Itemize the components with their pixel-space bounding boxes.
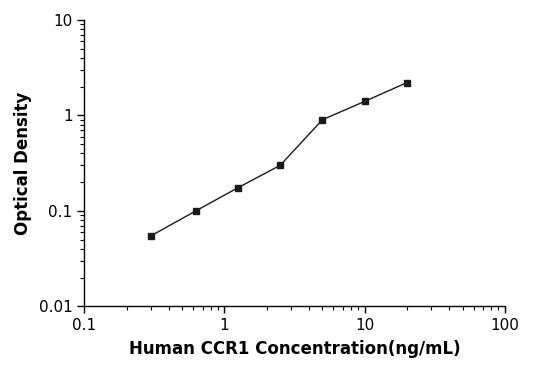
X-axis label: Human CCR1 Concentration(ng/mL): Human CCR1 Concentration(ng/mL) <box>128 340 461 358</box>
Y-axis label: Optical Density: Optical Density <box>14 92 32 235</box>
